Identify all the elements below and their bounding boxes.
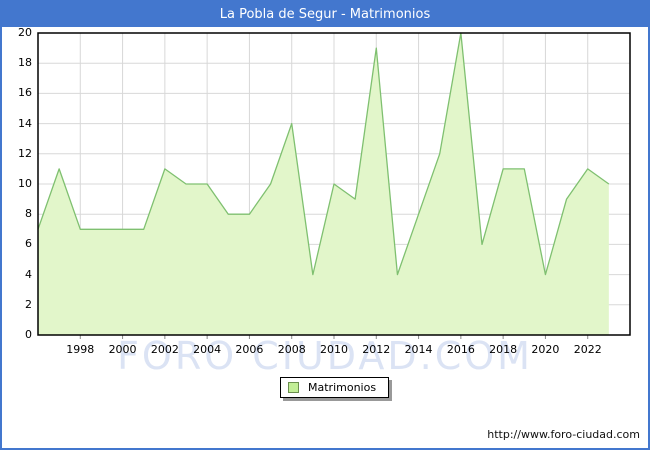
x-tick-label: 2004 bbox=[193, 343, 222, 356]
plot-area bbox=[37, 32, 631, 339]
y-tick-label: 12 bbox=[18, 146, 32, 160]
x-tick-label: 1998 bbox=[66, 343, 95, 356]
y-tick-label: 0 bbox=[25, 328, 32, 341]
x-tick-label: 2022 bbox=[573, 343, 602, 356]
y-tick-label: 4 bbox=[25, 267, 32, 281]
chart-title-bar: La Pobla de Segur - Matrimonios bbox=[2, 2, 648, 27]
x-tick-label: 2016 bbox=[446, 343, 475, 356]
x-tick-label: 2000 bbox=[108, 343, 137, 356]
plot-border bbox=[37, 32, 631, 336]
x-tick-label: 2010 bbox=[320, 343, 348, 356]
y-tick-label: 18 bbox=[18, 56, 32, 70]
legend: Matrimonios bbox=[280, 377, 390, 398]
x-tick-label: 2020 bbox=[531, 343, 560, 356]
footer-url: http://www.foro-ciudad.com bbox=[487, 428, 640, 441]
watermark-text: FORO CIUDAD.COM bbox=[117, 334, 533, 378]
x-tick-label: 2006 bbox=[235, 343, 264, 356]
x-tick-label: 2018 bbox=[489, 343, 518, 356]
area-series bbox=[38, 33, 609, 335]
y-tick-label: 14 bbox=[18, 116, 32, 130]
legend-swatch-icon bbox=[288, 382, 299, 393]
y-tick-label: 20 bbox=[18, 26, 32, 39]
y-tick-label: 16 bbox=[18, 86, 32, 100]
series-line bbox=[37, 32, 610, 276]
legend-label: Matrimonios bbox=[308, 381, 377, 394]
y-tick-label: 10 bbox=[18, 177, 32, 190]
area-chart bbox=[37, 32, 631, 339]
y-tick-label: 6 bbox=[25, 237, 32, 251]
x-tick-label: 2014 bbox=[404, 343, 433, 356]
chart-title: La Pobla de Segur - Matrimonios bbox=[219, 7, 431, 22]
x-tick-label: 2008 bbox=[277, 343, 306, 356]
x-tick-label: 2012 bbox=[362, 343, 391, 356]
y-tick-label: 8 bbox=[25, 207, 32, 221]
y-tick-label: 2 bbox=[25, 297, 32, 311]
x-tick-label: 2002 bbox=[150, 343, 179, 356]
